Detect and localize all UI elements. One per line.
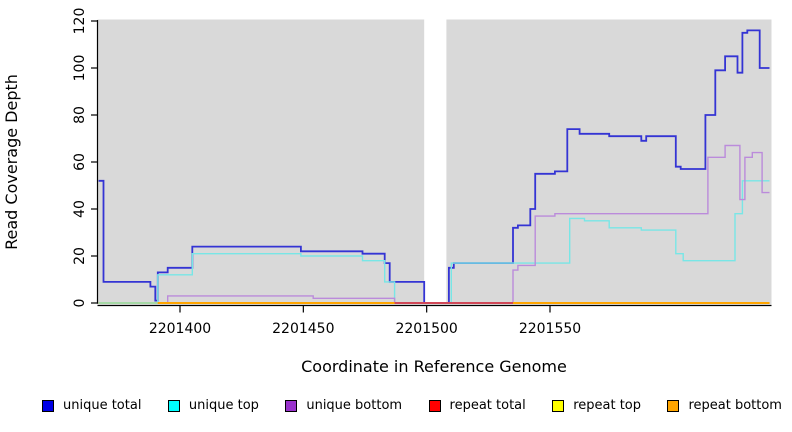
chart-legend: unique total unique top unique bottom repea… (0, 398, 792, 413)
chart-generated-layer: 0 20 40 60 80 100 120 2201400 2201450 2201500 2201… (72, 8, 772, 337)
x-tick-label: 2201400 (149, 321, 211, 337)
x-tick-label: 2201500 (395, 321, 457, 337)
coverage-chart: 0 20 40 60 80 100 120 2201400 2201450 2201500 2201… (2, 8, 772, 376)
x-tick-label: 2201550 (519, 321, 581, 337)
y-tick-label: 80 (72, 106, 88, 124)
legend-swatch (428, 399, 441, 412)
y-tick-label: 0 (72, 299, 88, 308)
legend-label: repeat top (573, 398, 641, 413)
legend-item-unique-total: unique total (42, 398, 141, 413)
x-tick-label: 2201450 (272, 321, 334, 337)
x-axis-title: Coordinate in Reference Genome (301, 357, 567, 376)
legend-item-repeat-total: repeat total (428, 398, 526, 413)
legend-item-unique-top: unique top (167, 398, 259, 413)
y-tick-label: 120 (72, 8, 88, 35)
legend-label: unique top (188, 398, 259, 413)
y-tick-label: 20 (72, 247, 88, 265)
legend-swatch (167, 399, 180, 412)
legend-label: repeat total (449, 398, 526, 413)
y-tick-label: 100 (72, 55, 88, 82)
y-tick-label: 60 (72, 153, 88, 171)
legend-swatch (42, 399, 54, 412)
legend-label: unique bottom (306, 398, 403, 413)
y-tick-label: 40 (72, 200, 88, 218)
legend-swatch (667, 399, 680, 412)
y-axis-title: Read Coverage Depth (2, 74, 21, 250)
legend-item-unique-bottom: unique bottom (285, 398, 402, 413)
series-unique-top-line (98, 180, 770, 304)
series-unique-total-line (98, 29, 770, 304)
no-data-gap-band (424, 19, 447, 303)
legend-swatch (285, 399, 298, 412)
legend-label: unique total (63, 398, 142, 413)
legend-item-repeat-top: repeat top (552, 398, 641, 413)
legend-label: repeat bottom (688, 398, 782, 413)
legend-item-repeat-bottom: repeat bottom (667, 398, 782, 413)
legend-swatch (552, 399, 565, 412)
series-unique-bottom-line (98, 144, 770, 304)
